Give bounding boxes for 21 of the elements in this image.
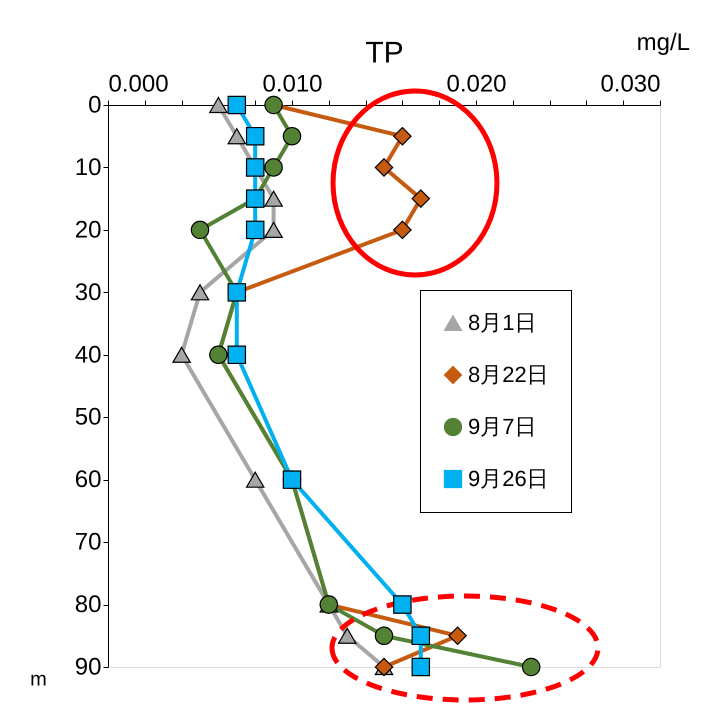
x-tick-label: 0.000 (108, 70, 169, 98)
y-tick-label: 20 (74, 216, 102, 244)
legend-label: 9月7日 (468, 414, 536, 439)
text: mg/L (636, 29, 690, 56)
x-tick-label: 0.020 (446, 70, 507, 98)
legend-label: 8月1日 (468, 310, 536, 335)
y-tick-label: 30 (74, 278, 102, 306)
y-tick-label: 50 (74, 404, 102, 431)
y-tick-label: 10 (74, 154, 102, 181)
y-axis-title: m (30, 668, 47, 690)
x-tick-label: 0.030 (600, 70, 660, 98)
x-axis-title: TP (365, 36, 404, 70)
legend-label: 9月26日 (468, 466, 549, 491)
y-tick-label: 40 (74, 341, 102, 368)
x-tick-label: 0.010 (262, 70, 323, 98)
y-tick-label: 70 (74, 528, 102, 556)
y-tick-label: 80 (74, 591, 102, 618)
y-tick-label: 60 (74, 466, 102, 494)
y-tick-label: 90 (74, 654, 102, 680)
legend-label: 8月22日 (468, 362, 549, 387)
y-tick-label: 0 (88, 92, 102, 118)
